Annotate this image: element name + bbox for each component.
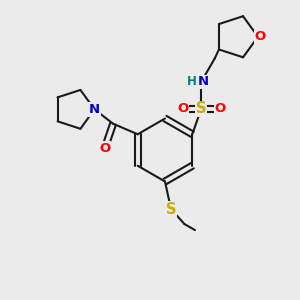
Text: S: S — [196, 101, 206, 116]
Text: S: S — [166, 202, 176, 217]
Text: O: O — [214, 102, 226, 115]
Text: N: N — [198, 75, 209, 88]
Text: N: N — [89, 103, 100, 116]
Text: H: H — [187, 75, 196, 88]
Text: O: O — [255, 30, 266, 43]
Text: O: O — [177, 102, 188, 115]
Text: O: O — [99, 142, 110, 155]
